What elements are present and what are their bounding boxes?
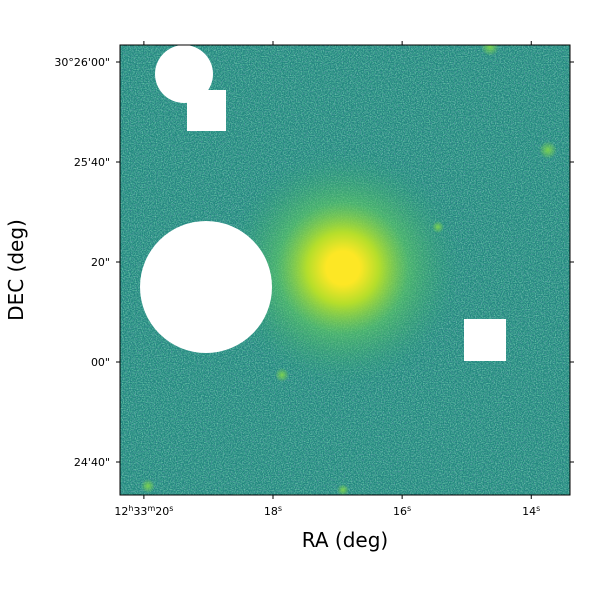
x-axis-label: RA (deg): [302, 528, 388, 552]
sky-image: [120, 45, 570, 495]
y-tick-label: 25'40": [74, 156, 110, 169]
y-tick-label: 30°26'00": [54, 56, 110, 69]
y-tick-label: 00": [91, 356, 110, 369]
frame: [119, 44, 571, 496]
y-tick-label: 20": [91, 256, 110, 269]
x-tick-label: 18s: [264, 504, 282, 519]
x-tick-label: 14s: [522, 504, 540, 519]
y-tick-label: 24'40": [74, 456, 110, 469]
x-tick-label: 12h33m20s: [114, 504, 173, 519]
x-tick-label: 16s: [393, 504, 411, 519]
y-axis-label: DEC (deg): [4, 219, 28, 321]
